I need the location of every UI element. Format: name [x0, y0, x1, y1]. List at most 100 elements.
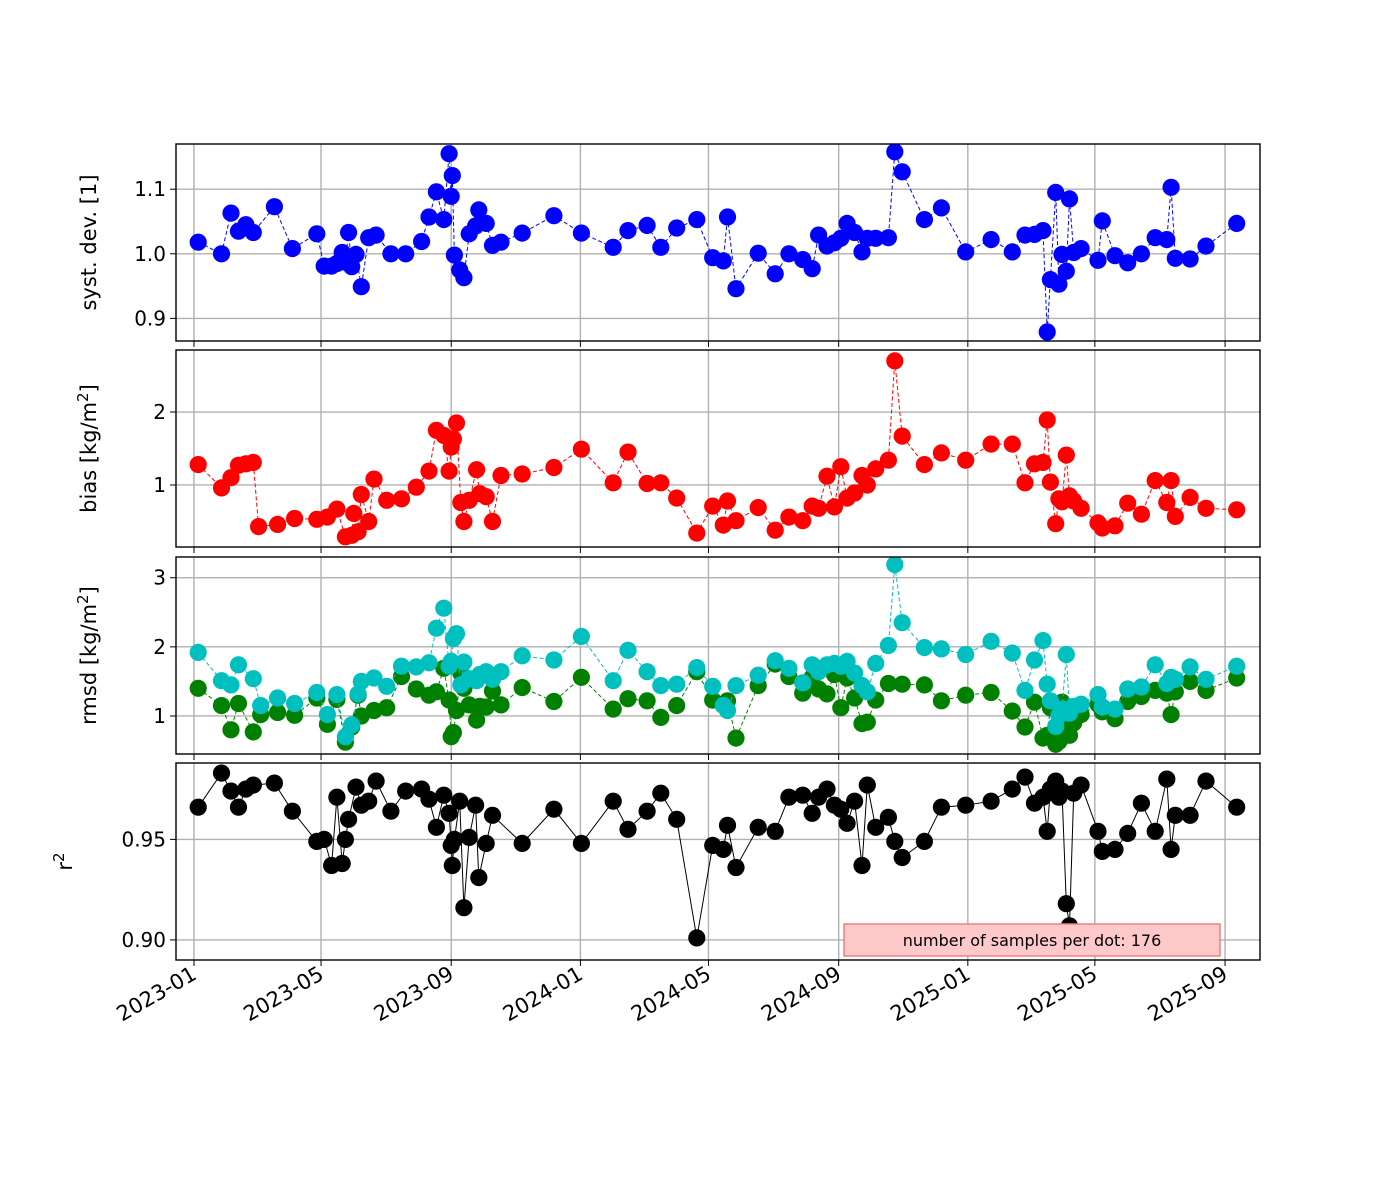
- data-point-bias: [328, 500, 346, 518]
- data-point-bias: [727, 512, 745, 530]
- data-point-rmsd_b: [619, 641, 637, 659]
- data-point-bias: [378, 491, 396, 509]
- data-point-rmsd_b: [545, 651, 563, 669]
- data-point-r2: [714, 840, 732, 859]
- data-point-r2: [283, 802, 301, 820]
- data-point-rmsd_b: [365, 669, 383, 687]
- data-point-r2: [477, 834, 495, 853]
- data-point-r2: [1016, 768, 1034, 786]
- data-point-systdev: [1093, 212, 1111, 230]
- data-point-rmsd_b: [1181, 658, 1199, 676]
- data-point-rmsd_b: [749, 666, 767, 684]
- panel-data: [189, 557, 1246, 753]
- data-point-r2: [1181, 806, 1199, 824]
- data-point-r2: [803, 804, 821, 822]
- data-point-systdev: [668, 219, 686, 237]
- data-point-systdev: [749, 244, 767, 262]
- data-point-rmsd_b: [1034, 632, 1052, 650]
- data-point-rmsd_b: [572, 627, 591, 646]
- data-point-bias: [447, 414, 466, 432]
- data-point-r2: [780, 788, 798, 806]
- data-point-bias: [1016, 474, 1034, 492]
- y-axis-label: r2: [50, 852, 77, 870]
- data-point-rmsd_b: [867, 654, 885, 673]
- data-point-r2: [846, 792, 864, 810]
- x-tick-label: 2023-01: [113, 962, 201, 1027]
- data-point-r2: [545, 800, 563, 818]
- data-point-r2: [957, 796, 975, 814]
- data-point-bias: [1034, 453, 1052, 471]
- data-point-rmsd_a: [957, 686, 975, 704]
- data-point-bias: [440, 462, 458, 480]
- data-point-r2: [382, 802, 400, 820]
- data-point-rmsd_b: [957, 645, 975, 664]
- data-point-rmsd_a: [427, 683, 445, 701]
- data-point-rmsd_a: [727, 729, 745, 747]
- y-axis-label-end: ]: [77, 586, 101, 594]
- panel-frame: [175, 349, 1261, 548]
- y-tick-label: 1.1: [134, 177, 166, 201]
- data-point-r2: [265, 774, 283, 792]
- data-point-rmsd_b: [286, 694, 304, 713]
- data-point-r2: [333, 854, 351, 873]
- data-point-systdev: [265, 198, 283, 216]
- y-tick-label: 1: [153, 704, 166, 728]
- data-point-bias: [392, 490, 411, 508]
- data-point-bias: [365, 470, 383, 488]
- data-point-rmsd_b: [189, 643, 207, 662]
- data-point-rmsd_b: [1197, 670, 1215, 688]
- data-point-rmsd_b: [652, 677, 670, 695]
- data-point-r2: [397, 782, 415, 800]
- data-point-r2: [749, 818, 767, 836]
- data-point-bias: [825, 498, 844, 516]
- data-point-r2: [1072, 776, 1090, 794]
- panel-frame: [175, 762, 1261, 961]
- panel-data: [189, 764, 1246, 947]
- data-point-bias: [513, 465, 531, 483]
- data-point-rmsd_a: [668, 697, 686, 715]
- data-point-r2: [853, 856, 871, 875]
- data-point-systdev: [766, 265, 784, 283]
- data-point-systdev: [688, 211, 706, 229]
- data-point-rmsd_a: [1016, 718, 1034, 736]
- data-point-r2: [513, 834, 531, 853]
- data-point-r2: [1093, 842, 1111, 861]
- data-point-rmsd_b: [1166, 670, 1184, 688]
- data-point-rmsd_a: [244, 723, 262, 741]
- panel-1: 0.9 1.0 1.1 syst. dev. [1]: [77, 143, 1261, 347]
- data-point-r2: [1228, 798, 1246, 816]
- data-point-systdev: [340, 223, 358, 242]
- data-point-systdev: [982, 231, 1000, 249]
- data-point-bias: [704, 497, 722, 515]
- data-point-bias: [468, 461, 486, 479]
- data-point-r2: [1158, 770, 1176, 788]
- data-point-rmsd_b: [427, 619, 445, 637]
- data-point-bias: [349, 523, 367, 541]
- data-point-systdev: [443, 167, 461, 185]
- data-point-rmsd_a: [269, 703, 287, 722]
- data-point-systdev: [308, 225, 326, 243]
- data-point-bias: [638, 474, 656, 493]
- data-point-rmsd_b: [1132, 678, 1150, 696]
- y-tick-label: 1.0: [134, 242, 166, 266]
- data-point-bias: [957, 451, 975, 469]
- data-point-systdev: [1003, 243, 1021, 261]
- data-point-rmsd_a: [879, 674, 898, 693]
- y-tick-label: 2: [153, 400, 166, 424]
- data-point-r2: [360, 792, 378, 810]
- y-tick-label: 0.9: [134, 306, 166, 330]
- data-point-systdev: [1050, 275, 1068, 293]
- y-axis-label-superscript: 2: [50, 852, 68, 862]
- data-point-bias: [483, 512, 502, 531]
- data-point-rmsd_b: [915, 639, 934, 657]
- data-point-r2: [470, 869, 488, 887]
- data-point-rmsd_b: [492, 663, 510, 681]
- data-point-rmsd_b: [718, 701, 737, 720]
- data-point-bias: [846, 484, 864, 502]
- data-point-r2: [915, 832, 934, 851]
- data-point-r2: [638, 802, 656, 820]
- data-point-systdev: [1057, 262, 1075, 280]
- data-point-bias: [893, 427, 911, 445]
- data-point-systdev: [1166, 249, 1184, 267]
